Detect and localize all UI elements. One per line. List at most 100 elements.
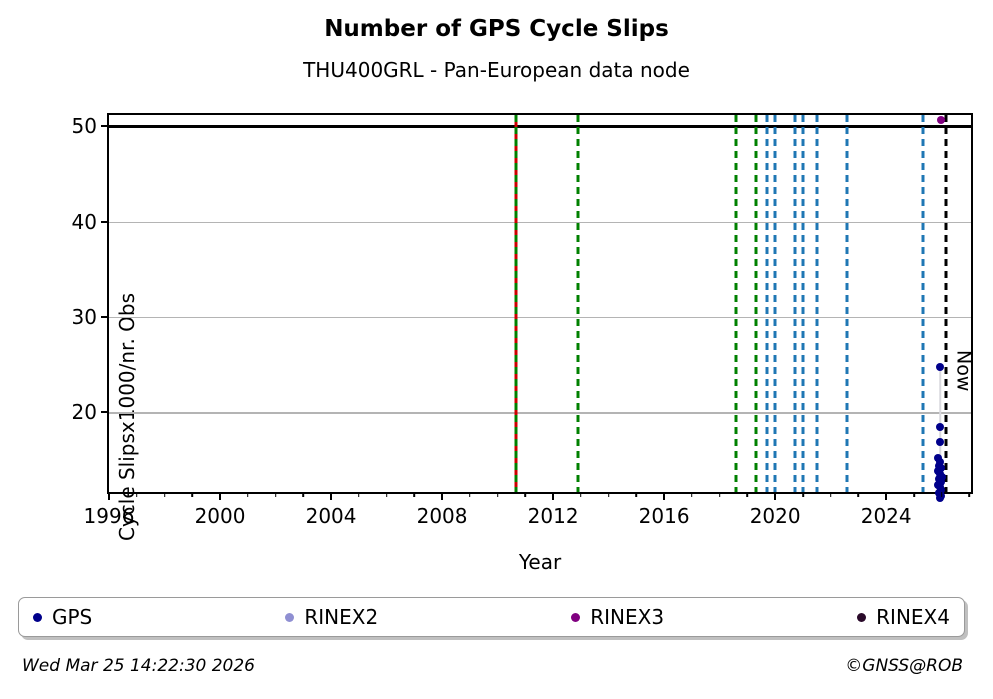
x-tick-label: 2004	[305, 504, 357, 528]
y-tick-mark	[101, 411, 109, 414]
x-tick-mark	[580, 492, 582, 497]
x-tick-mark	[330, 492, 333, 500]
legend-marker-icon	[285, 612, 295, 622]
x-tick-mark	[691, 492, 693, 497]
legend-marker-icon	[571, 612, 581, 622]
x-tick-mark	[857, 492, 860, 497]
x-tick-mark	[913, 492, 915, 497]
chart-subtitle: THU400GRL - Pan-European data node	[303, 58, 690, 82]
x-tick-mark	[135, 492, 138, 497]
event-vline-dashes	[576, 115, 580, 492]
legend-label: RINEX2	[304, 605, 379, 629]
x-tick-mark	[191, 492, 194, 497]
x-tick-mark	[219, 492, 222, 500]
timestamp-text: Wed Mar 25 14:22:30 2026	[22, 656, 255, 676]
event-vline-dashes	[514, 115, 518, 492]
event-vline	[845, 115, 849, 492]
event-vline-dashes	[773, 115, 777, 492]
data-point-gps	[936, 363, 945, 372]
now-line-dashes	[944, 115, 948, 492]
x-tick-mark	[469, 492, 471, 497]
y-gridline	[109, 316, 971, 319]
x-tick-label: 2012	[527, 504, 579, 528]
event-vline-dashes	[921, 115, 925, 492]
event-vline	[576, 115, 580, 492]
x-tick-label: 2016	[638, 504, 690, 528]
event-vline-dashes	[845, 115, 849, 492]
event-vline	[765, 115, 769, 492]
event-vline	[514, 115, 518, 492]
x-tick-mark	[163, 492, 166, 497]
y-tick-label: 40	[71, 209, 97, 234]
legend-item-rinex3: RINEX3	[571, 605, 664, 629]
x-tick-mark	[885, 492, 888, 500]
now-label: Now	[952, 350, 975, 392]
x-tick-mark	[774, 492, 777, 500]
y-tick-label: 50	[71, 114, 97, 139]
event-vline	[754, 115, 758, 492]
event-vline-dashes	[754, 115, 758, 492]
event-vline-dashes	[793, 115, 797, 492]
data-point-rinex3	[936, 116, 945, 125]
y-tick-mark	[101, 315, 109, 318]
legend-item-gps: GPS	[33, 605, 92, 629]
data-point-gps	[935, 493, 944, 502]
y-tick-mark	[101, 125, 109, 128]
series-connector-line	[939, 367, 941, 498]
x-tick-mark	[413, 492, 416, 497]
legend-item-rinex4: RINEX4	[857, 605, 950, 629]
y-tick-label: 30	[71, 304, 97, 329]
x-tick-label: 2024	[860, 504, 912, 528]
legend-label: RINEX3	[590, 605, 665, 629]
x-tick-mark	[274, 492, 277, 497]
y-gridline	[109, 221, 971, 224]
y-tick-mark	[101, 220, 109, 223]
event-vline	[801, 115, 805, 492]
x-tick-label: 2008	[416, 504, 468, 528]
data-point-gps	[935, 423, 944, 432]
x-tick-mark	[802, 492, 804, 497]
x-tick-mark	[746, 492, 749, 497]
x-tick-mark	[635, 492, 638, 497]
event-vline-dashes	[734, 115, 738, 492]
x-tick-mark	[829, 492, 832, 497]
legend-item-rinex2: RINEX2	[285, 605, 378, 629]
event-vline	[815, 115, 819, 492]
x-tick-mark	[358, 492, 360, 497]
event-vline-dashes	[765, 115, 769, 492]
x-tick-label: 2000	[194, 504, 246, 528]
y-gridline	[109, 412, 971, 414]
x-tick-mark	[496, 492, 499, 497]
legend-marker-icon	[857, 612, 867, 622]
credit-text: ©GNSS@ROB	[845, 656, 963, 676]
x-tick-label: 2020	[749, 504, 801, 528]
data-point-gps	[936, 437, 945, 446]
event-vline	[734, 115, 738, 492]
y-tick-label: 20	[71, 400, 97, 425]
x-tick-mark	[385, 492, 388, 497]
event-vline	[921, 115, 925, 492]
legend-marker-icon	[33, 612, 42, 622]
plot-area: Cycle Slipsx1000/nr. Obs Now 1996 2000 2004…	[72, 113, 975, 541]
event-vline	[773, 115, 777, 492]
x-tick-mark	[302, 492, 305, 497]
x-axis-label: Year	[518, 550, 562, 574]
x-tick-mark	[663, 492, 666, 500]
x-tick-mark	[940, 492, 943, 497]
threshold-line-50	[109, 124, 971, 128]
x-tick-mark	[108, 492, 110, 500]
chart-title: Number of GPS Cycle Slips	[324, 16, 669, 42]
x-tick-mark	[968, 492, 971, 497]
legend-label: GPS	[52, 605, 93, 629]
legend-box: GPS RINEX2 RINEX3 RINEX4	[18, 597, 965, 637]
event-vline-dashes	[815, 115, 819, 492]
event-vline-dashes	[801, 115, 805, 492]
legend-label: RINEX4	[876, 605, 950, 629]
x-tick-mark	[552, 492, 555, 500]
x-tick-mark	[718, 492, 721, 497]
x-tick-mark	[607, 492, 610, 497]
x-tick-mark	[441, 492, 444, 500]
x-tick-mark	[524, 492, 527, 497]
now-line	[944, 115, 948, 492]
